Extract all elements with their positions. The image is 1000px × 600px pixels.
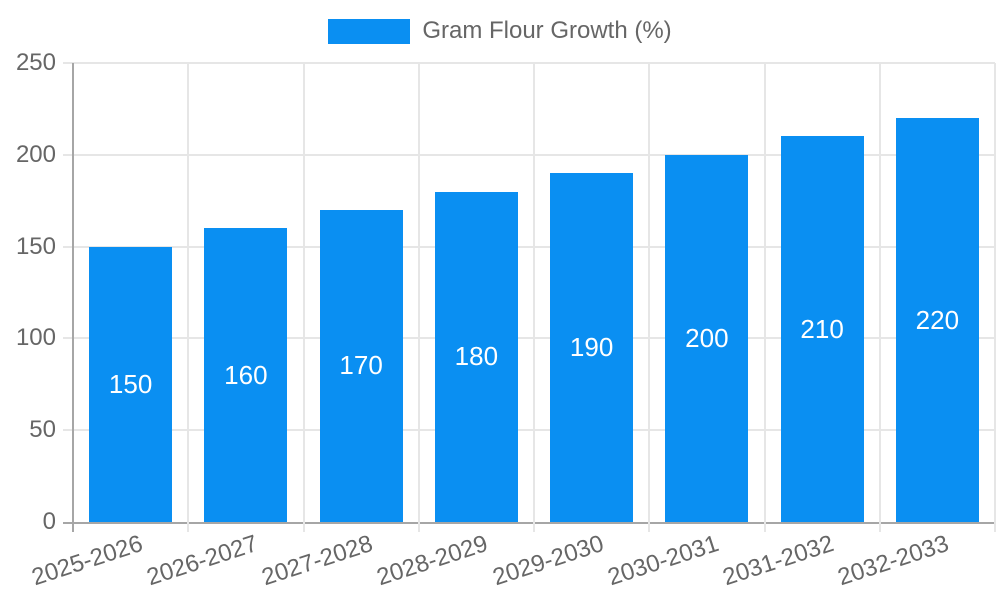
gridline-horizontal — [63, 429, 995, 432]
gridline-vertical — [533, 63, 535, 532]
legend-swatch-icon — [328, 18, 411, 44]
y-axis-tick-label: 250 — [15, 49, 56, 76]
gridline-horizontal — [63, 153, 995, 156]
y-axis-tick-label: 150 — [15, 232, 56, 260]
gridline-horizontal — [63, 337, 995, 340]
y-axis-tick-label: 0 — [42, 508, 56, 535]
gridline-vertical — [187, 63, 190, 532]
bar: 220 — [895, 118, 979, 522]
bar-value-label: 220 — [915, 304, 960, 335]
y-axis-tick-label: 100 — [15, 324, 56, 352]
y-axis-tick-label: 200 — [15, 140, 56, 168]
x-axis-baseline — [63, 522, 995, 524]
bar: 160 — [204, 228, 288, 522]
y-axis-line — [72, 63, 74, 532]
bar-value-label: 190 — [569, 332, 614, 363]
legend-label: Gram Flour Growth (%) — [422, 17, 672, 44]
bar-value-label: 150 — [108, 368, 153, 399]
y-axis-tick-label: 50 — [29, 416, 56, 444]
bar-value-label: 180 — [454, 341, 499, 372]
legend[interactable]: Gram Flour Growth (%) — [0, 17, 1000, 45]
bar: 150 — [89, 246, 173, 522]
gridline-vertical — [302, 63, 305, 532]
gridline-vertical — [648, 63, 651, 532]
bar: 200 — [665, 154, 749, 522]
bar-value-label: 170 — [339, 350, 383, 381]
gridline-vertical — [417, 63, 420, 532]
bar-value-label: 160 — [224, 359, 268, 390]
bar: 180 — [434, 191, 518, 522]
gridline-horizontal — [63, 245, 995, 248]
bar-value-label: 200 — [685, 322, 729, 353]
gridline-vertical — [994, 63, 996, 532]
bar-value-label: 210 — [800, 313, 844, 344]
bar: 170 — [319, 209, 403, 522]
bar: 190 — [550, 173, 634, 522]
gridline-vertical — [878, 63, 881, 532]
gridline-horizontal — [63, 62, 995, 64]
bar: 210 — [780, 136, 864, 522]
gridline-vertical — [763, 63, 766, 532]
